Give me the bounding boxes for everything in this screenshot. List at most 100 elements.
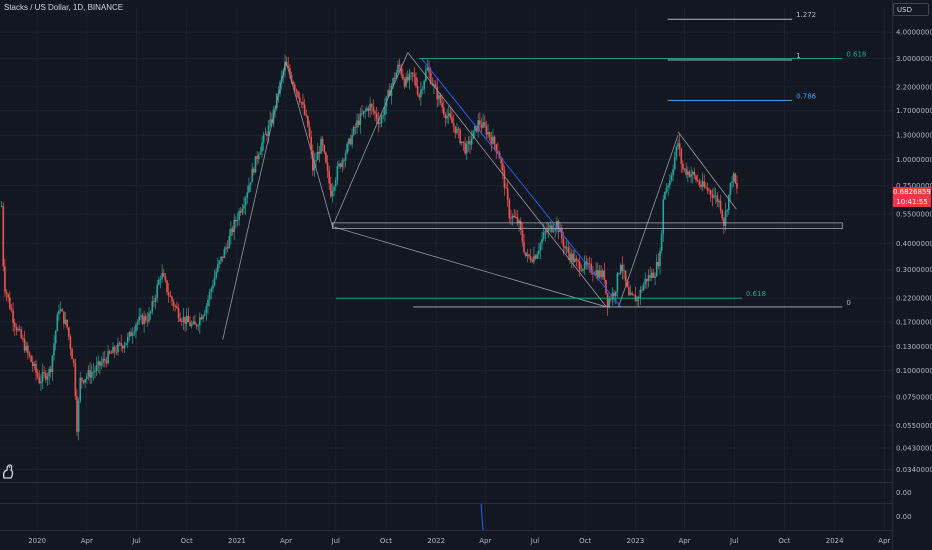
candle-body [626, 281, 629, 288]
tradingview-logo-icon[interactable] [1, 462, 15, 480]
candle-body [357, 120, 360, 125]
candle-body [108, 351, 111, 353]
candle-body [251, 168, 254, 183]
candle-body [171, 296, 173, 302]
candle-body [112, 346, 114, 354]
candle-body [118, 342, 121, 344]
candle-body [726, 210, 728, 212]
x-tick-label: Jul [530, 537, 540, 545]
candle-body [487, 132, 489, 135]
candle-body [69, 336, 72, 349]
candle-body [443, 107, 445, 115]
candle-body [221, 256, 224, 259]
candle-body [578, 261, 581, 271]
candle-body [297, 91, 299, 98]
candle-body [153, 301, 155, 302]
candle-body [174, 306, 177, 307]
candle-body [441, 103, 443, 108]
candle-body [194, 321, 196, 325]
candle-body [43, 372, 46, 374]
candle-body [642, 284, 645, 291]
candle-body [159, 278, 162, 280]
last-price-label: 0.68268591 [893, 187, 932, 197]
candle-body [651, 272, 653, 278]
candle-body [84, 379, 86, 383]
candle-body [110, 352, 113, 354]
candle-body [125, 342, 127, 346]
candle-body [53, 343, 55, 356]
currency-button[interactable]: USD [893, 3, 929, 16]
candle-body [136, 321, 139, 325]
candle-body [123, 345, 126, 349]
candle-body [189, 321, 191, 327]
candle-body [267, 125, 270, 137]
candle-body [685, 168, 687, 175]
candle-body [590, 263, 593, 273]
candle-body [23, 339, 26, 351]
candle-body [176, 306, 178, 309]
candle-body [506, 188, 509, 200]
candle-body [467, 141, 470, 145]
candle-body [372, 106, 375, 112]
candle-body [610, 298, 612, 300]
candle-body [672, 169, 674, 176]
candle-body [493, 136, 496, 145]
candle-body [79, 377, 82, 401]
candle-body [583, 261, 586, 270]
candle-body [459, 129, 461, 144]
candle-body [420, 89, 422, 98]
candle-body [126, 337, 129, 343]
candle-body [271, 119, 273, 124]
candle-body [664, 191, 666, 200]
candle-body [721, 210, 724, 219]
candle-body [606, 293, 609, 307]
candle-body [570, 253, 573, 261]
candle-body [696, 180, 699, 182]
candle-body [475, 125, 478, 132]
candle-body [665, 187, 668, 192]
candle-body [456, 128, 458, 134]
candle-body [128, 331, 131, 338]
candle-body [436, 86, 439, 100]
candle-body [503, 170, 506, 188]
candle-body [302, 102, 304, 105]
candle-body [538, 250, 540, 255]
candle-body [190, 323, 193, 327]
x-tick-label: Apr [81, 537, 93, 545]
candle-body [292, 81, 294, 85]
candle-body [632, 294, 635, 296]
candle-body [205, 306, 208, 314]
candle-body [380, 115, 383, 124]
candle-body [76, 396, 78, 432]
candle-body [28, 352, 31, 356]
candle-body [261, 142, 263, 152]
candle-body [598, 270, 601, 278]
candle-body [195, 324, 198, 327]
candle-body [213, 277, 216, 286]
candle-body [565, 247, 568, 249]
candle-body [482, 122, 484, 128]
indicator-tick: 0.00 [896, 513, 912, 521]
symbol-title[interactable]: Stacks / US Dollar, 1D, BINANCE [4, 3, 124, 12]
candle-body [388, 90, 391, 96]
candle-body [241, 208, 244, 213]
candle-body [7, 294, 9, 298]
candle-body [66, 319, 68, 328]
candle-body [148, 313, 150, 322]
time-axis[interactable]: 2020 Apr Jul Oct 2021 Apr Jul Oct 2022 Apr Jul Oct 2… [28, 537, 890, 545]
candle-body [524, 252, 527, 256]
candle-body [25, 345, 28, 351]
candle-body [724, 211, 727, 226]
candle-body [472, 130, 475, 139]
candle-body [693, 171, 696, 176]
candle-body [218, 260, 221, 265]
candle-body [115, 351, 118, 353]
candle-body [59, 309, 62, 311]
candle-body [603, 270, 606, 280]
x-tick-label: 2022 [427, 537, 445, 545]
candle-body [505, 187, 507, 189]
